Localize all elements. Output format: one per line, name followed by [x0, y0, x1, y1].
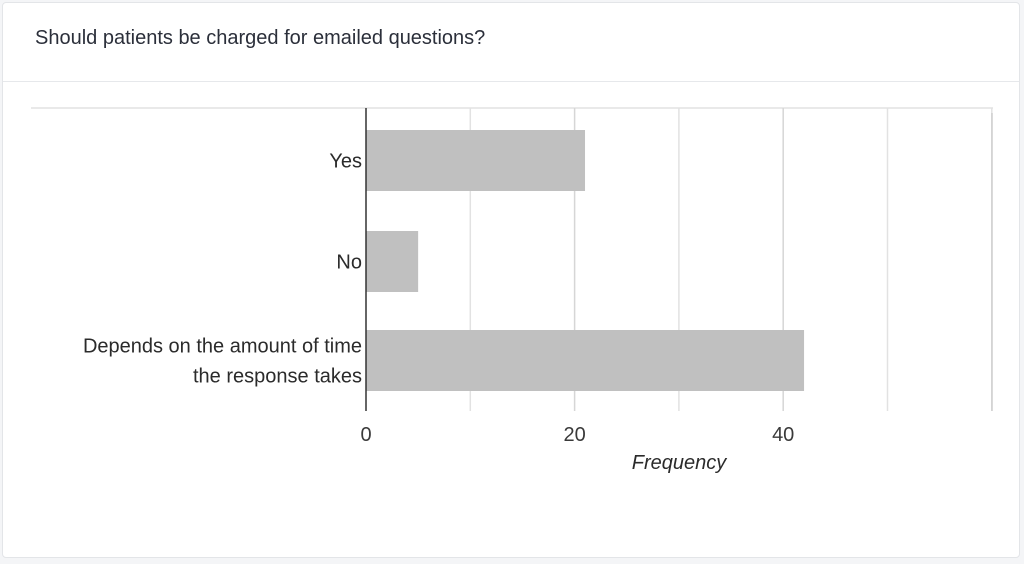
category-label-1: No: [336, 252, 362, 274]
category-label-0: Yes: [329, 151, 362, 173]
category-label-2-line-0: Depends on the amount of time: [83, 336, 362, 358]
x-axis-title: Frequency: [632, 452, 727, 474]
bar-chart: Yes No Depends on the amount of time the re…: [31, 107, 993, 474]
bar-2: [366, 330, 805, 391]
x-tick-label-40: 40: [772, 424, 794, 446]
bar-0: [366, 130, 586, 191]
card-title: Should patients be charged for emailed q…: [35, 26, 486, 49]
bar-1: [366, 231, 419, 292]
card-header: Should patients be charged for emailed q…: [3, 3, 1019, 82]
category-label-2-line-1: the response takes: [193, 366, 362, 388]
x-tick-label-20: 20: [563, 424, 585, 446]
x-tick-label-0: 0: [360, 424, 371, 446]
